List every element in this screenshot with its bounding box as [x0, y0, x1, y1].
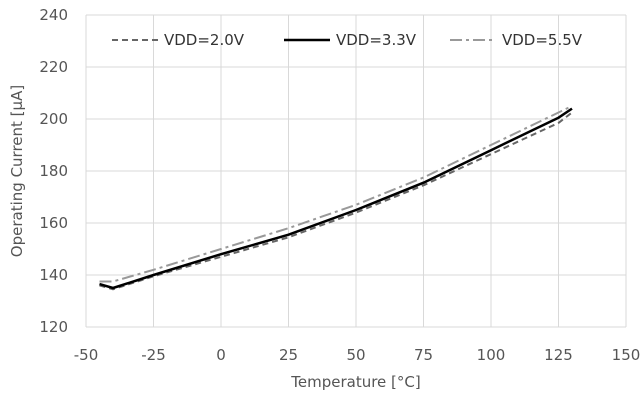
- legend: VDD=2.0V VDD=3.3V VDD=5.5V: [112, 31, 583, 49]
- y-tick-label: 240: [39, 6, 68, 24]
- series-line: [99, 107, 573, 290]
- series-group: [99, 105, 573, 291]
- y-tick-label: 180: [39, 162, 68, 180]
- y-tick-label: 140: [39, 266, 68, 284]
- grid: [85, 14, 627, 328]
- x-tick-label: 125: [544, 346, 573, 364]
- y-tick-labels: 120 140 160 180 200 220 240: [39, 6, 68, 336]
- y-tick-label: 200: [39, 110, 68, 128]
- y-tick-label: 220: [39, 58, 68, 76]
- x-tick-label: 75: [414, 346, 433, 364]
- x-axis-title: Temperature [°C]: [290, 373, 420, 391]
- x-tick-label: -50: [74, 346, 99, 364]
- y-axis-title: Operating Current [μA]: [8, 85, 26, 257]
- x-tick-label: 50: [346, 346, 365, 364]
- x-tick-label: 0: [216, 346, 226, 364]
- x-tick-label: 100: [477, 346, 506, 364]
- x-tick-label: 150: [612, 346, 641, 364]
- y-tick-label: 120: [39, 318, 68, 336]
- legend-label: VDD=5.5V: [502, 31, 583, 49]
- legend-label: VDD=3.3V: [336, 31, 417, 49]
- series-line: [99, 105, 573, 283]
- x-tick-label: -25: [141, 346, 166, 364]
- y-tick-label: 160: [39, 214, 68, 232]
- x-tick-labels: -50 -25 0 25 50 75 100 125 150: [74, 346, 641, 364]
- x-tick-label: 25: [279, 346, 298, 364]
- legend-label: VDD=2.0V: [164, 31, 245, 49]
